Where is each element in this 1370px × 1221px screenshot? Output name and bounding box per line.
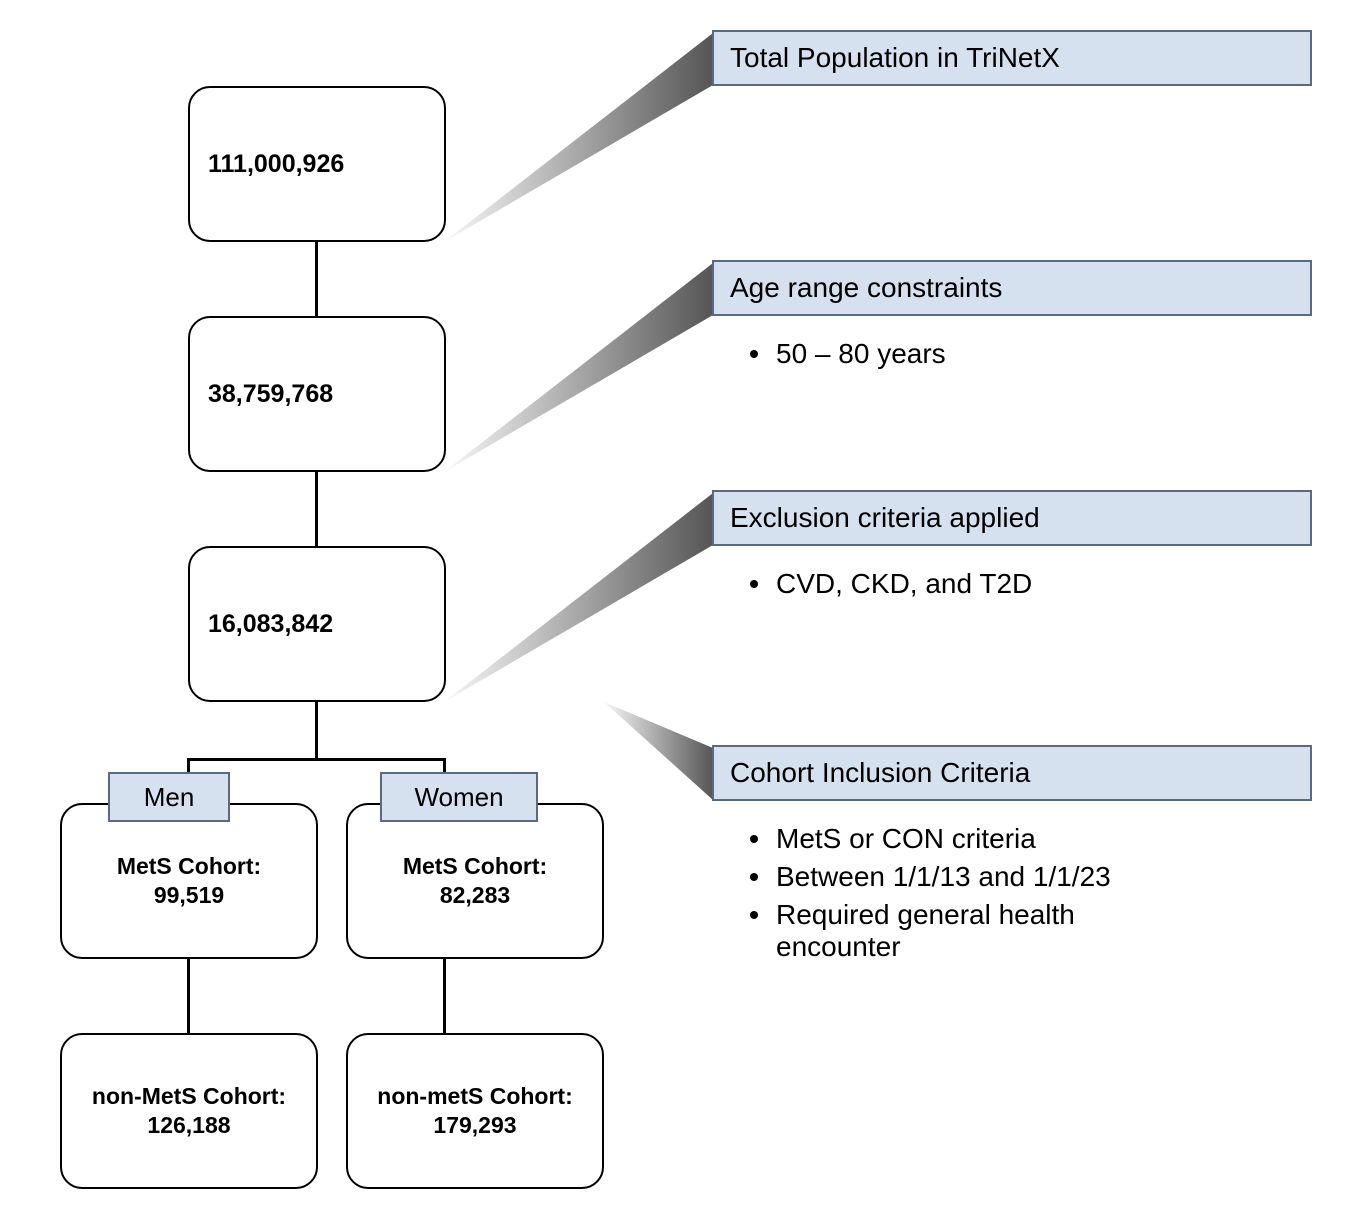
bullet-dot-icon: [750, 835, 758, 843]
bullet-dot-icon: [750, 350, 758, 358]
label-age: Age range constraints: [712, 260, 1312, 316]
label-exclusion: Exclusion criteria applied: [712, 490, 1312, 546]
label-cohort: Cohort Inclusion Criteria: [712, 745, 1312, 801]
connector-line: [443, 959, 446, 1033]
node-women-mets: MetS Cohort: 82,283: [346, 803, 604, 959]
connector-line: [315, 702, 318, 760]
node-excl-value: 16,083,842: [208, 610, 333, 639]
tag-women-text: Women: [414, 782, 503, 813]
bullets-exclusion: CVD, CKD, and T2D: [725, 568, 1285, 600]
node-exclusion: 16,083,842: [188, 546, 446, 702]
bullet-text: Required general health encounter: [776, 899, 1196, 963]
node-men-mets: MetS Cohort: 99,519: [60, 803, 318, 959]
node-total-population: 111,000,926: [188, 86, 446, 242]
tag-men: Men: [108, 772, 230, 822]
tag-men-text: Men: [144, 782, 195, 813]
node-age-value: 38,759,768: [208, 380, 333, 409]
bullet-dot-icon: [750, 580, 758, 588]
men-non-value: 126,188: [147, 1111, 230, 1140]
bullet-item: Required general health encounter: [725, 899, 1285, 963]
node-total-value: 111,000,926: [208, 150, 344, 179]
men-non-label: non-MetS Cohort:: [92, 1082, 286, 1111]
bullet-item: CVD, CKD, and T2D: [725, 568, 1285, 600]
women-mets-value: 82,283: [440, 881, 510, 910]
bullet-text: Between 1/1/13 and 1/1/23: [776, 861, 1111, 893]
connector-line: [315, 242, 318, 316]
bullet-text: 50 – 80 years: [776, 338, 946, 370]
men-mets-value: 99,519: [154, 881, 224, 910]
bullets-age: 50 – 80 years: [725, 338, 1285, 370]
connector-line: [187, 758, 445, 761]
connector-line: [315, 472, 318, 546]
bullet-dot-icon: [750, 873, 758, 881]
bullet-dot-icon: [750, 911, 758, 919]
bullet-item: 50 – 80 years: [725, 338, 1285, 370]
node-age-range: 38,759,768: [188, 316, 446, 472]
bullet-item: MetS or CON criteria: [725, 823, 1285, 855]
bullet-text: CVD, CKD, and T2D: [776, 568, 1032, 600]
connector-line: [187, 959, 190, 1033]
label-age-text: Age range constraints: [730, 272, 1002, 304]
bullet-text: MetS or CON criteria: [776, 823, 1036, 855]
women-non-label: non-metS Cohort:: [377, 1082, 572, 1111]
women-mets-label: MetS Cohort:: [403, 852, 547, 881]
label-total: Total Population in TriNetX: [712, 30, 1312, 86]
label-total-text: Total Population in TriNetX: [730, 42, 1060, 74]
tag-women: Women: [380, 772, 538, 822]
bullet-item: Between 1/1/13 and 1/1/23: [725, 861, 1285, 893]
men-mets-label: MetS Cohort:: [117, 852, 261, 881]
label-cohort-text: Cohort Inclusion Criteria: [730, 757, 1030, 789]
node-women-nonmets: non-metS Cohort: 179,293: [346, 1033, 604, 1189]
node-men-nonmets: non-MetS Cohort: 126,188: [60, 1033, 318, 1189]
women-non-value: 179,293: [433, 1111, 516, 1140]
label-excl-text: Exclusion criteria applied: [730, 502, 1040, 534]
bullets-cohort: MetS or CON criteria Between 1/1/13 and …: [725, 823, 1285, 963]
